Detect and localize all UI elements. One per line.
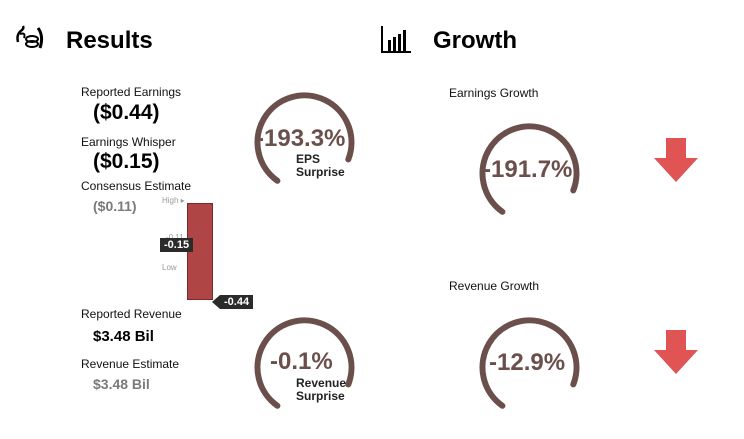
eps-surprise-gauge <box>254 92 355 184</box>
consensus-estimate-value: ($0.11) <box>93 198 137 214</box>
consensus-estimate-label: Consensus Estimate <box>81 179 192 193</box>
earnings-growth-value: -191.7% <box>483 156 573 183</box>
earnings-whisper-label: Earnings Whisper <box>81 135 176 149</box>
revenue-surprise-value: -0.1% <box>270 348 333 375</box>
earnings-growth-gauge <box>479 123 580 215</box>
revenue-growth-value: -12.9% <box>489 349 566 376</box>
revenue-surprise-label-line2: Surprise <box>296 389 345 403</box>
earnings-growth-label: Earnings Growth <box>449 86 539 100</box>
eps-surprise-label-line1: EPS <box>296 152 321 166</box>
revenue-estimate-value: $3.48 Bil <box>93 376 150 392</box>
range-low-label: Low <box>162 263 177 272</box>
revenue-surprise-gauge <box>254 317 355 409</box>
bar-chart-icon <box>381 26 411 53</box>
reported-revenue-value: $3.48 Bil <box>93 328 154 345</box>
range-high-marker: ▸ <box>178 196 185 205</box>
whisper-marker-tag: -0.15 <box>160 238 194 252</box>
eps-surprise-label-line2: Surprise <box>296 165 345 179</box>
earnings-whisper-value: ($0.15) <box>93 150 160 173</box>
revenue-surprise-label-line1: Revenue <box>296 376 347 390</box>
earnings-down-arrow-icon <box>654 138 698 182</box>
results-title: Results <box>66 27 153 54</box>
money-hand-icon <box>16 25 44 49</box>
reported-earnings-value: ($0.44) <box>93 101 160 124</box>
growth-title: Growth <box>433 27 517 54</box>
eps-surprise-label: EPS Surprise <box>296 153 345 179</box>
reported-earnings-label: Reported Earnings <box>81 85 182 99</box>
range-mid-tick: -0.11 <box>166 233 184 242</box>
actual-marker-pointer <box>212 295 220 309</box>
revenue-surprise-label: Revenue Surprise <box>296 377 346 403</box>
revenue-estimate-label: Revenue Estimate <box>81 357 180 371</box>
revenue-down-arrow-icon <box>654 330 698 374</box>
revenue-growth-label: Revenue Growth <box>449 279 540 293</box>
eps-surprise-value: -193.3% <box>256 125 346 152</box>
range-high-label: High ▸ <box>162 196 185 205</box>
actual-marker-tag: -0.44 <box>220 295 254 309</box>
revenue-growth-gauge <box>479 317 580 409</box>
range-high-text: High <box>162 196 179 205</box>
reported-revenue-label: Reported Revenue <box>81 307 182 321</box>
